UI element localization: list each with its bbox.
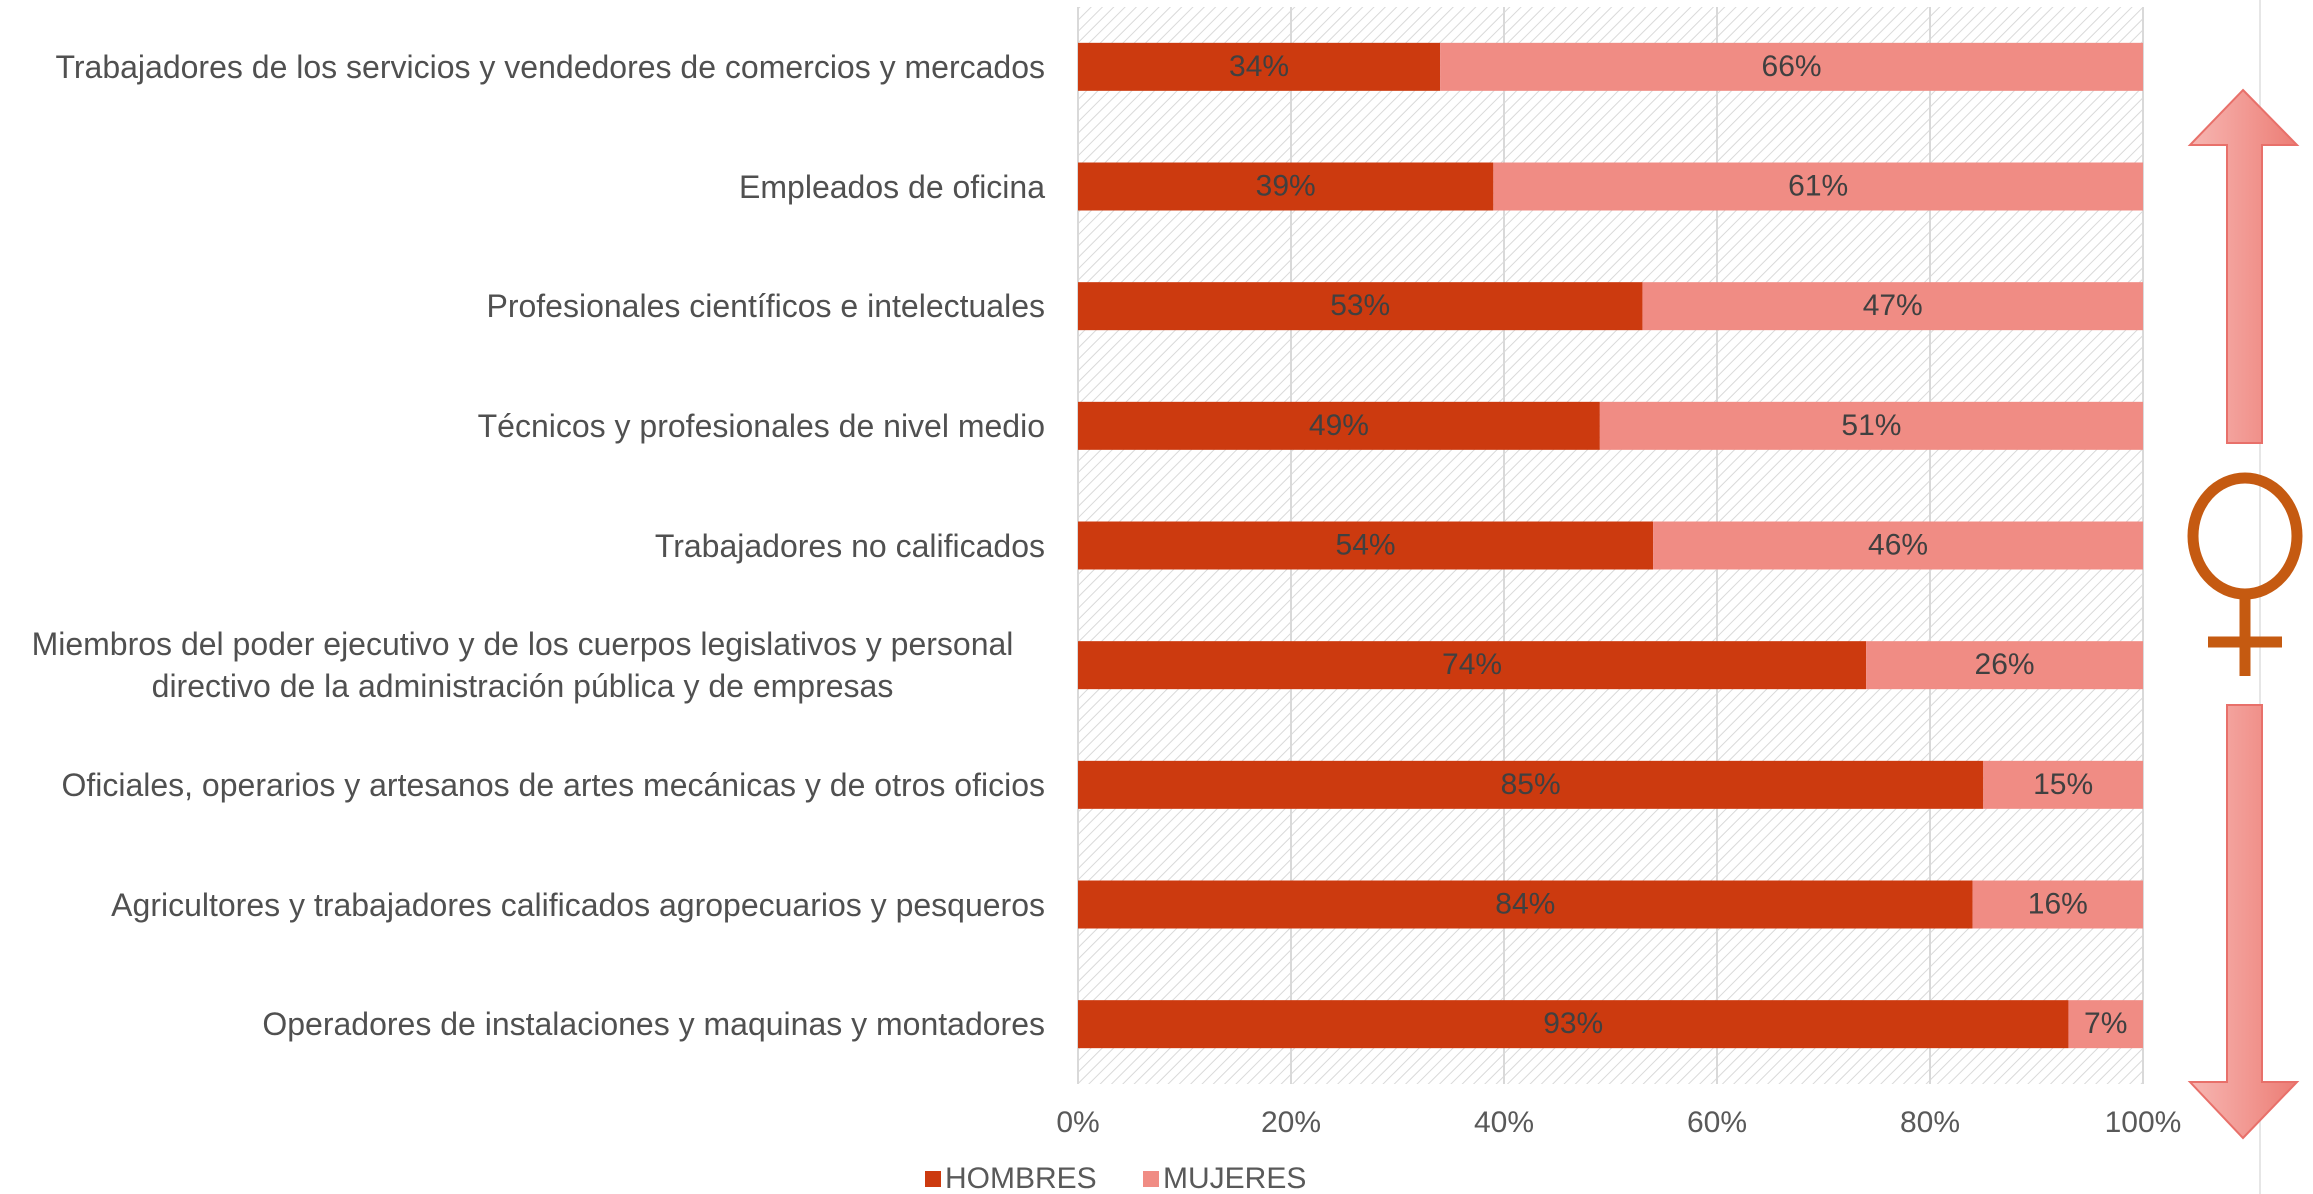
- bar-segment: [1642, 282, 2143, 331]
- bar-segment: [1599, 401, 2143, 450]
- category-label: Trabajadores de los servicios y vendedor…: [0, 17, 1045, 117]
- x-tick-label: 80%: [1900, 1106, 1960, 1139]
- bar-segment: [1866, 641, 2143, 690]
- value-label: 15%: [2033, 768, 2093, 801]
- bar-segment: [1972, 880, 2143, 929]
- x-tick-label: 20%: [1261, 1106, 1321, 1139]
- value-label: 53%: [1330, 289, 1390, 322]
- x-tick-label: 60%: [1687, 1106, 1747, 1139]
- bar-segment: [1078, 521, 1654, 570]
- bar-segment: [2068, 1000, 2143, 1049]
- value-label: 66%: [1762, 50, 1822, 83]
- value-label: 51%: [1841, 409, 1901, 442]
- legend-label: HOMBRES: [945, 1162, 1097, 1194]
- category-label: Oficiales, operarios y artesanos de arte…: [0, 735, 1045, 835]
- category-text: Trabajadores no calificados: [654, 527, 1045, 564]
- x-tick-label: 40%: [1474, 1106, 1534, 1139]
- category-text: Operadores de instalaciones y maquinas y…: [262, 1006, 1045, 1043]
- x-tick-label: 100%: [2105, 1106, 2182, 1139]
- up-arrow: [2187, 88, 2300, 444]
- value-label: 34%: [1229, 50, 1289, 83]
- category-text: Oficiales, operarios y artesanos de arte…: [61, 766, 1045, 803]
- value-label: 26%: [1975, 648, 2035, 681]
- value-label: 7%: [2084, 1007, 2127, 1040]
- value-label: 61%: [1788, 169, 1848, 202]
- category-text: Profesionales científicos e intelectuale…: [486, 288, 1045, 325]
- value-label: 16%: [2028, 887, 2088, 920]
- down-arrow: [2187, 704, 2300, 1140]
- bar-segment: [1078, 880, 1973, 929]
- category-text: Miembros del poder ejecutivo y de los cu…: [31, 626, 1014, 705]
- bar-segment: [1653, 521, 2143, 570]
- value-label: 39%: [1256, 169, 1316, 202]
- value-label: 49%: [1309, 409, 1369, 442]
- category-label: Trabajadores no calificados: [0, 496, 1045, 596]
- legend-label: MUJERES: [1163, 1162, 1306, 1194]
- category-text: Agricultores y trabajadores calificados …: [111, 886, 1045, 923]
- bar-segment: [1440, 42, 2143, 91]
- bar-segment: [1983, 760, 2143, 809]
- bar-segment: [1078, 1000, 2069, 1049]
- bar-segment: [1493, 162, 2143, 211]
- category-label: Agricultores y trabajadores calificados …: [0, 855, 1045, 955]
- category-text: Empleados de oficina: [739, 168, 1045, 205]
- x-tick-label: 0%: [1056, 1106, 1099, 1139]
- bar-segment: [1078, 162, 1494, 211]
- category-text: Técnicos y profesionales de nivel medio: [477, 407, 1045, 444]
- value-label: 46%: [1868, 528, 1928, 561]
- bar-segment: [1078, 641, 1867, 690]
- value-label: 47%: [1863, 289, 1923, 322]
- legend-swatch: [925, 1171, 941, 1187]
- value-label: 85%: [1501, 768, 1561, 801]
- bar-segment: [1078, 42, 1441, 91]
- category-text: Trabajadores de los servicios y vendedor…: [55, 48, 1045, 85]
- value-label: 93%: [1543, 1007, 1603, 1040]
- category-label: Miembros del poder ejecutivo y de los cu…: [0, 615, 1045, 715]
- category-label: Técnicos y profesionales de nivel medio: [0, 376, 1045, 476]
- bar-segment: [1078, 282, 1643, 331]
- value-label: 74%: [1442, 648, 1502, 681]
- legend-swatch: [1143, 1171, 1159, 1187]
- venus-symbol: [2187, 472, 2303, 676]
- category-label: Empleados de oficina: [0, 137, 1045, 237]
- value-label: 84%: [1495, 887, 1555, 920]
- category-label: Operadores de instalaciones y maquinas y…: [0, 974, 1045, 1074]
- bar-segment: [1078, 760, 1984, 809]
- bar-segment: [1078, 401, 1600, 450]
- category-label: Profesionales científicos e intelectuale…: [0, 256, 1045, 356]
- value-label: 54%: [1336, 528, 1396, 561]
